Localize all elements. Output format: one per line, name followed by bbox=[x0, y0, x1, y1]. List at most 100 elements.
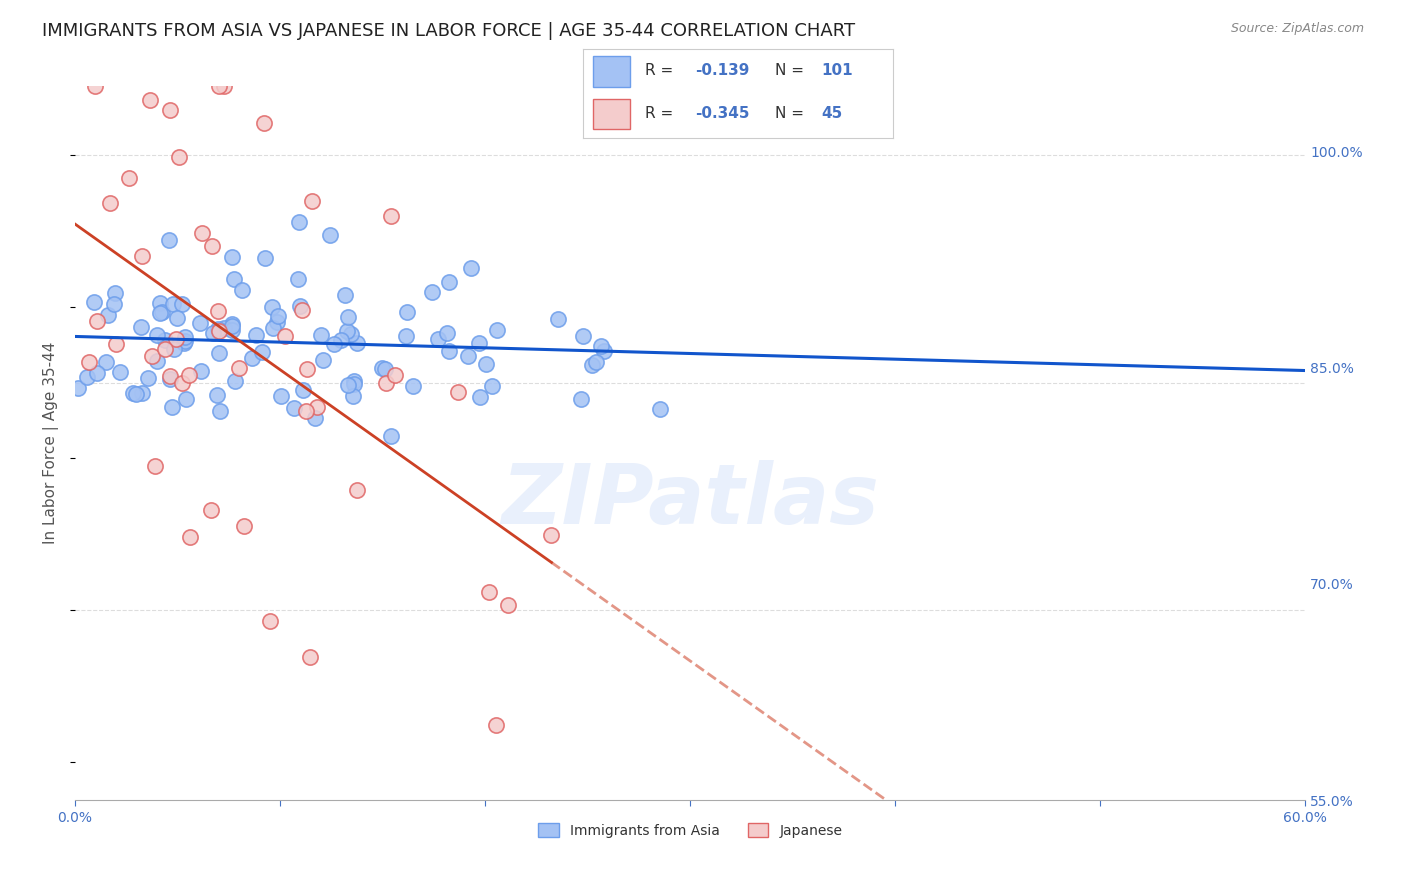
FancyBboxPatch shape bbox=[593, 99, 630, 129]
Point bbox=[77, 355, 100, 369]
Point bbox=[437, 275, 460, 289]
Point bbox=[394, 329, 416, 343]
Point bbox=[460, 261, 482, 276]
Point bbox=[201, 326, 224, 340]
Point bbox=[157, 233, 180, 247]
Point bbox=[346, 335, 368, 350]
Point bbox=[170, 376, 193, 391]
Point bbox=[149, 306, 172, 320]
Point bbox=[569, 392, 592, 406]
Point bbox=[291, 383, 314, 397]
Point bbox=[420, 285, 443, 299]
Point bbox=[304, 411, 326, 425]
Text: 101: 101 bbox=[821, 63, 853, 78]
Point bbox=[270, 388, 292, 402]
Point bbox=[290, 303, 312, 318]
Point bbox=[457, 349, 479, 363]
Point bbox=[110, 365, 132, 379]
Point bbox=[209, 404, 232, 418]
Point bbox=[141, 349, 163, 363]
Point bbox=[470, 390, 492, 404]
Point bbox=[208, 79, 231, 94]
Point bbox=[262, 321, 284, 335]
Point bbox=[374, 361, 396, 376]
Point bbox=[165, 332, 187, 346]
Point bbox=[307, 401, 329, 415]
Point bbox=[146, 354, 169, 368]
Point bbox=[131, 249, 153, 263]
Point bbox=[159, 103, 181, 117]
Point bbox=[190, 364, 212, 378]
Point bbox=[266, 309, 288, 323]
Point bbox=[221, 318, 243, 333]
Point bbox=[94, 354, 117, 368]
Point bbox=[221, 323, 243, 337]
Point bbox=[153, 342, 176, 356]
Point bbox=[76, 369, 98, 384]
Point bbox=[252, 344, 274, 359]
Point bbox=[221, 250, 243, 264]
Text: IMMIGRANTS FROM ASIA VS JAPANESE IN LABOR FORCE | AGE 35-44 CORRELATION CHART: IMMIGRANTS FROM ASIA VS JAPANESE IN LABO… bbox=[42, 22, 855, 40]
Point bbox=[485, 718, 508, 732]
Point bbox=[173, 335, 195, 350]
Point bbox=[105, 336, 128, 351]
Point bbox=[224, 374, 246, 388]
Point bbox=[163, 343, 186, 357]
Point bbox=[288, 215, 311, 229]
Text: R =: R = bbox=[645, 63, 679, 78]
Point bbox=[426, 333, 449, 347]
Point bbox=[139, 93, 162, 107]
Point bbox=[131, 386, 153, 401]
Point bbox=[342, 388, 364, 402]
Point bbox=[212, 79, 235, 94]
Point bbox=[336, 324, 359, 338]
Point bbox=[143, 459, 166, 474]
Point bbox=[468, 336, 491, 351]
Point bbox=[274, 329, 297, 343]
Point bbox=[207, 304, 229, 318]
Point bbox=[593, 343, 616, 358]
Point bbox=[149, 295, 172, 310]
Text: Source: ZipAtlas.com: Source: ZipAtlas.com bbox=[1230, 22, 1364, 36]
Point bbox=[191, 226, 214, 240]
Point bbox=[312, 353, 335, 368]
Point bbox=[159, 372, 181, 386]
Point bbox=[208, 346, 231, 360]
Point bbox=[380, 428, 402, 442]
Point bbox=[485, 323, 508, 337]
Point bbox=[589, 339, 612, 353]
Point bbox=[572, 329, 595, 343]
Point bbox=[260, 300, 283, 314]
Point bbox=[648, 402, 671, 417]
Point bbox=[160, 401, 183, 415]
Point bbox=[266, 315, 288, 329]
Point bbox=[287, 272, 309, 286]
Point bbox=[283, 401, 305, 415]
Point bbox=[233, 519, 256, 533]
Point bbox=[201, 239, 224, 253]
Point bbox=[346, 483, 368, 498]
Point bbox=[343, 377, 366, 392]
Point bbox=[436, 326, 458, 340]
Point bbox=[254, 251, 277, 265]
Point bbox=[581, 359, 603, 373]
Point bbox=[121, 386, 143, 401]
Text: R =: R = bbox=[645, 106, 679, 120]
Point bbox=[384, 368, 406, 383]
Point bbox=[319, 227, 342, 242]
Point bbox=[245, 327, 267, 342]
Point bbox=[253, 115, 276, 129]
Point bbox=[437, 343, 460, 358]
Point bbox=[83, 294, 105, 309]
Point bbox=[336, 378, 359, 392]
Point bbox=[207, 322, 229, 336]
Text: -0.345: -0.345 bbox=[695, 106, 749, 120]
Point bbox=[221, 317, 243, 331]
Point bbox=[337, 310, 360, 325]
Point bbox=[547, 312, 569, 326]
Point bbox=[498, 598, 520, 612]
Point bbox=[174, 334, 197, 348]
Text: 45: 45 bbox=[821, 106, 844, 120]
Text: N =: N = bbox=[775, 106, 808, 120]
Y-axis label: In Labor Force | Age 35-44: In Labor Force | Age 35-44 bbox=[44, 343, 59, 544]
